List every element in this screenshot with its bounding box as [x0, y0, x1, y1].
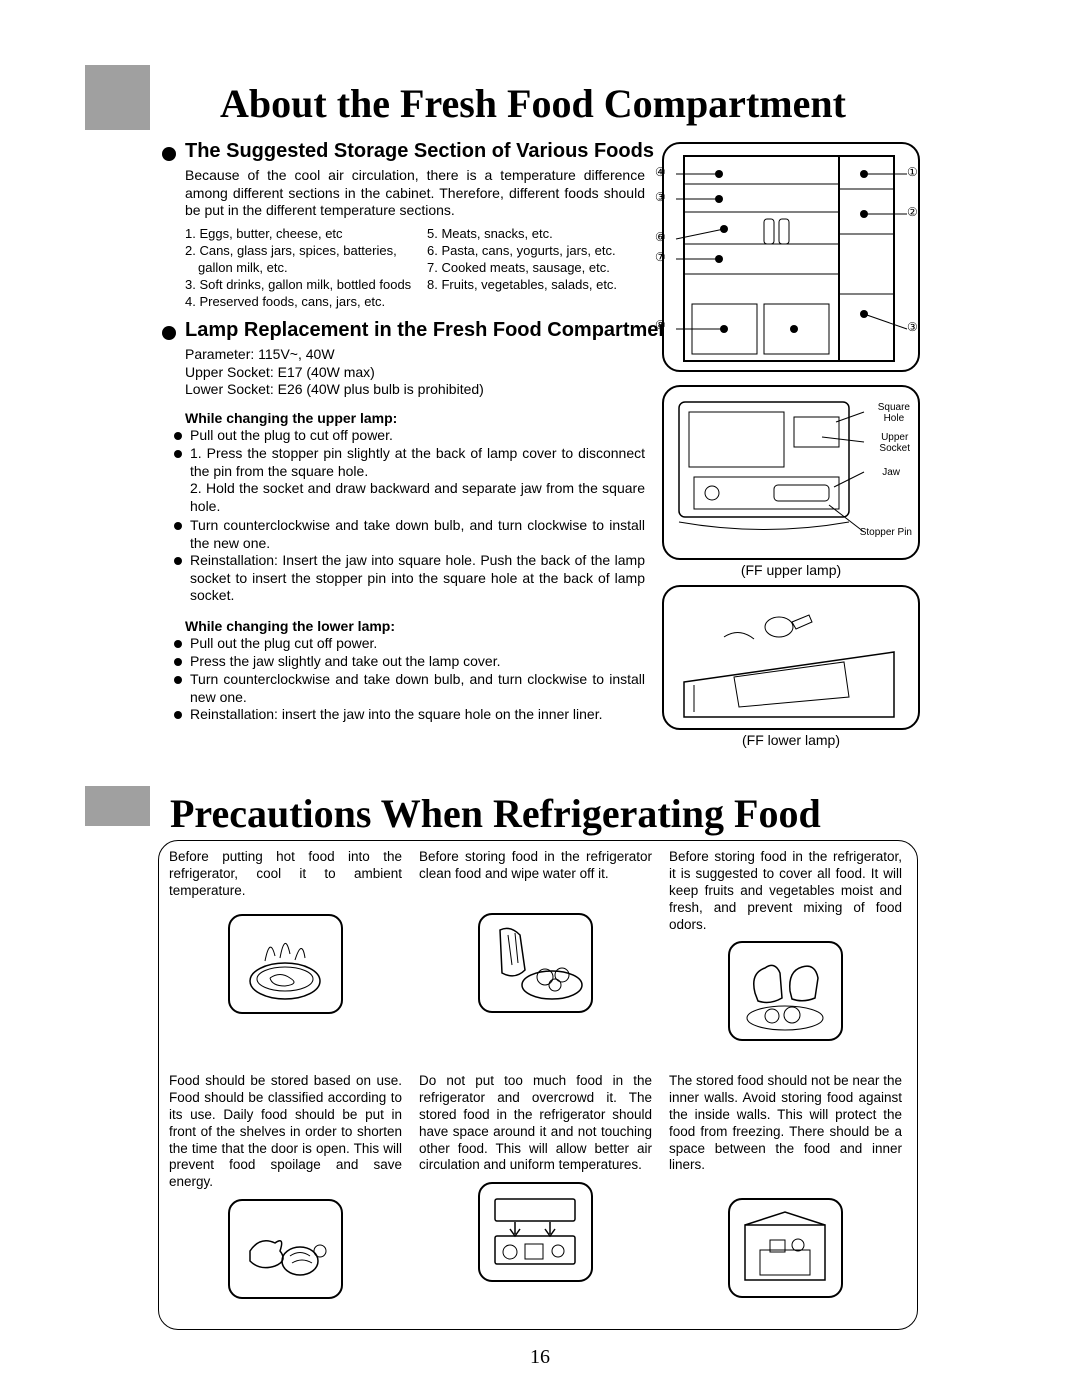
precaution-illustration	[478, 1182, 593, 1282]
lower-lamp-diagram	[662, 585, 920, 730]
param-line: Lower Socket: E26 (40W plus bulb is proh…	[185, 381, 645, 399]
fridge-num: ⑦	[655, 250, 666, 264]
page-title-1: About the Fresh Food Compartment	[220, 80, 846, 127]
precaution-text: Before storing food in the refrigerator …	[419, 849, 652, 883]
precaution-text: Before putting hot food into the refrige…	[169, 849, 402, 900]
list-item: 4. Preserved foods, cans, jars, etc.	[185, 294, 425, 311]
bullet-icon	[162, 147, 176, 161]
bullet-icon	[174, 557, 182, 565]
bullet-icon	[174, 676, 182, 684]
precaution-text: Food should be stored based on use. Food…	[169, 1073, 402, 1191]
upper-lamp-diagram: Square Hole Upper Socket Jaw Stopper Pin	[662, 385, 920, 560]
precaution-cell: Before storing food in the refrigerator,…	[669, 849, 902, 1041]
lower-lamp-caption: (FF lower lamp)	[662, 732, 920, 748]
fridge-num: ②	[907, 205, 918, 219]
precautions-frame: Before putting hot food into the refrige…	[158, 840, 918, 1330]
bullet-icon	[174, 450, 182, 458]
bullet-icon	[174, 432, 182, 440]
sidebar-gray-box-1	[85, 65, 150, 130]
precaution-illustration	[728, 941, 843, 1041]
precaution-text: The stored food should not be near the i…	[669, 1073, 902, 1174]
upper-bullet-3: Turn counterclockwise and take down bulb…	[190, 517, 645, 552]
bullet-icon	[174, 640, 182, 648]
lower-bullet-4: Reinstallation: insert the jaw into the …	[190, 706, 645, 724]
fridge-num: ①	[907, 165, 918, 179]
precaution-cell: Before storing food in the refrigerator …	[419, 849, 652, 1013]
lower-bullet-1: Pull out the plug cut off power.	[190, 635, 645, 653]
lower-bullet-2: Press the jaw slightly and take out the …	[190, 653, 645, 671]
lower-bullet-3: Turn counterclockwise and take down bulb…	[190, 671, 645, 706]
section1-intro: Because of the cool air circulation, the…	[185, 167, 645, 220]
label-stopper-pin: Stopper Pin	[860, 527, 912, 538]
precaution-cell: Food should be stored based on use. Food…	[169, 1073, 402, 1299]
precaution-cell: The stored food should not be near the i…	[669, 1073, 902, 1298]
food-list-left: 1. Eggs, butter, cheese, etc 2. Cans, gl…	[185, 226, 425, 310]
section1-heading: The Suggested Storage Section of Various…	[185, 140, 654, 163]
fridge-diagram	[662, 142, 920, 372]
precaution-illustration	[478, 913, 593, 1013]
precaution-illustration	[228, 1199, 343, 1299]
upper-lamp-caption: (FF upper lamp)	[662, 562, 920, 578]
precaution-illustration	[728, 1198, 843, 1298]
upper-bullet-2: 1. Press the stopper pin slightly at the…	[190, 445, 645, 515]
lower-lamp-svg	[664, 587, 918, 728]
param-line: Upper Socket: E17 (40W max)	[185, 364, 645, 382]
upper-bullet-4: Reinstallation: Insert the jaw into squa…	[190, 552, 645, 605]
precaution-cell: Before putting hot food into the refrige…	[169, 849, 402, 1014]
fridge-num: ③	[655, 190, 666, 204]
param-line: Parameter: 115V~, 40W	[185, 346, 645, 364]
fridge-svg	[664, 144, 918, 370]
page-number: 16	[0, 1346, 1080, 1369]
precaution-text: Before storing food in the refrigerator,…	[669, 849, 902, 933]
list-item: 7. Cooked meats, sausage, etc.	[427, 260, 647, 277]
list-item: 8. Fruits, vegetables, salads, etc.	[427, 277, 647, 294]
upper-lamp-title: While changing the upper lamp:	[185, 410, 397, 428]
list-item: 6. Pasta, cans, yogurts, jars, etc.	[427, 243, 647, 260]
label-jaw: Jaw	[882, 467, 900, 478]
bullet-icon	[174, 658, 182, 666]
page-title-2: Precautions When Refrigerating Food	[170, 790, 821, 837]
list-item: 3. Soft drinks, gallon milk, bottled foo…	[185, 277, 425, 294]
bullet-icon	[174, 522, 182, 530]
label-square-hole: Square Hole	[878, 402, 910, 424]
bullet-icon	[162, 326, 176, 340]
fridge-num: ⑥	[655, 230, 666, 244]
precaution-text: Do not put too much food in the refriger…	[419, 1073, 652, 1174]
upper-bullet-1: Pull out the plug to cut off power.	[190, 427, 645, 445]
list-item: 5. Meats, snacks, etc.	[427, 226, 647, 243]
fridge-num: ④	[655, 165, 666, 179]
list-item: 2. Cans, glass jars, spices, batteries, …	[185, 243, 425, 277]
list-item: 1. Eggs, butter, cheese, etc	[185, 226, 425, 243]
bullet-icon	[174, 711, 182, 719]
lower-lamp-title: While changing the lower lamp:	[185, 618, 395, 636]
lamp-params: Parameter: 115V~, 40W Upper Socket: E17 …	[185, 346, 645, 399]
precaution-illustration	[228, 914, 343, 1014]
fridge-num: ③	[907, 320, 918, 334]
section2-heading: Lamp Replacement in the Fresh Food Compa…	[185, 319, 677, 342]
fridge-num: ⑧	[655, 318, 666, 332]
label-upper-socket: Upper Socket	[879, 432, 910, 454]
precaution-cell: Do not put too much food in the refriger…	[419, 1073, 652, 1282]
food-list-right: 5. Meats, snacks, etc. 6. Pasta, cans, y…	[427, 226, 647, 294]
sidebar-gray-box-2	[85, 786, 150, 826]
